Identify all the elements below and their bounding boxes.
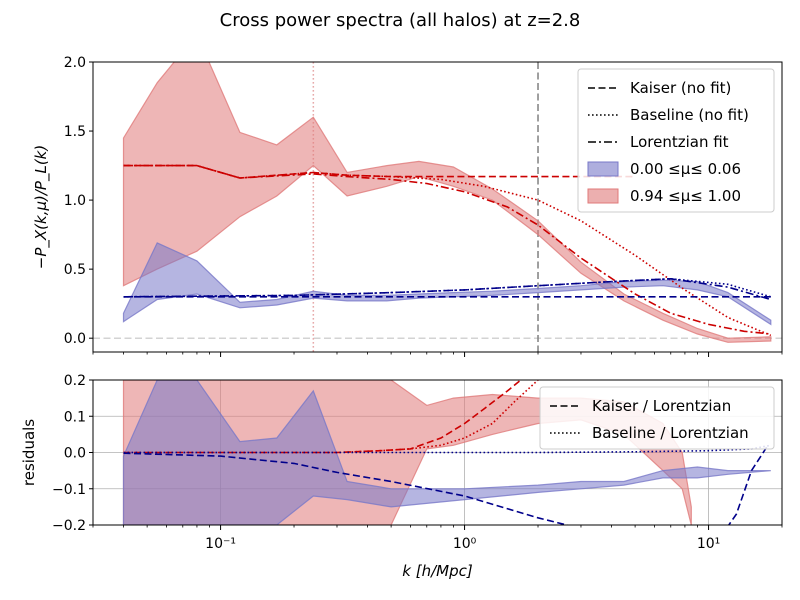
bottom-y-tick-label: −0.1	[52, 482, 86, 498]
top-band-0	[122, 62, 772, 343]
x-tick-label: 10⁰	[453, 536, 477, 552]
top-legend-label: 0.94 ≤μ≤ 1.00	[630, 187, 741, 205]
top-legend-label: 0.00 ≤μ≤ 0.06	[630, 160, 741, 178]
bottom-y-axis-label: residuals	[20, 419, 38, 486]
top-data-layer	[93, 62, 782, 352]
top-axes-frame	[92, 61, 783, 353]
bottom-band-2	[122, 380, 771, 525]
x-tick-label: 10¹	[697, 536, 720, 552]
bottom-series-line-4	[123, 380, 522, 454]
top-series-line-4	[123, 164, 636, 179]
bottom-legend-label: Baseline / Lorentzian	[592, 424, 749, 442]
top-band-2	[122, 242, 772, 326]
bottom-series-line-6	[123, 444, 769, 525]
top-legend-label: Kaiser (no fit)	[630, 79, 731, 97]
bottom-series-line-5	[123, 380, 539, 454]
top-y-tick-label: 1.5	[64, 124, 86, 140]
figure-title: Cross power spectra (all halos) at z=2.8	[220, 10, 581, 31]
x-axis-label: k [h/Mpc]	[402, 562, 473, 580]
top-legend-label: Lorentzian fit	[630, 133, 729, 151]
top-series-line-6	[123, 164, 771, 335]
top-y-tick-label: 0.0	[64, 331, 86, 347]
top-legend: Kaiser (no fit) Baseline (no fit) Lorentzi…	[577, 68, 775, 213]
top-legend-swatch	[587, 161, 619, 177]
top-series-line-5	[123, 164, 772, 337]
bottom-legend-box	[539, 386, 775, 450]
top-legend-swatch	[587, 188, 619, 204]
top-legend-label: Baseline (no fit)	[630, 106, 749, 124]
bottom-legend-label: Kaiser / Lorentzian	[592, 397, 731, 415]
x-tick-label: 10⁻¹	[205, 536, 236, 552]
bottom-y-tick-label: 0.2	[64, 373, 86, 389]
bottom-legend: Kaiser / Lorentzian Baseline / Lorentzian	[539, 386, 775, 450]
top-legend-box	[577, 68, 775, 213]
top-y-tick-label: 1.0	[64, 193, 86, 209]
bottom-y-tick-label: −0.2	[52, 518, 86, 534]
top-y-tick-label: 2.0	[64, 55, 86, 71]
bottom-y-tick-label: 0.0	[64, 446, 86, 462]
top-y-tick-label: 0.5	[64, 262, 86, 278]
top-y-axis-label: −P_X(k,μ)/P_L(k)	[32, 145, 51, 269]
bottom-y-tick-label: 0.1	[64, 409, 86, 425]
